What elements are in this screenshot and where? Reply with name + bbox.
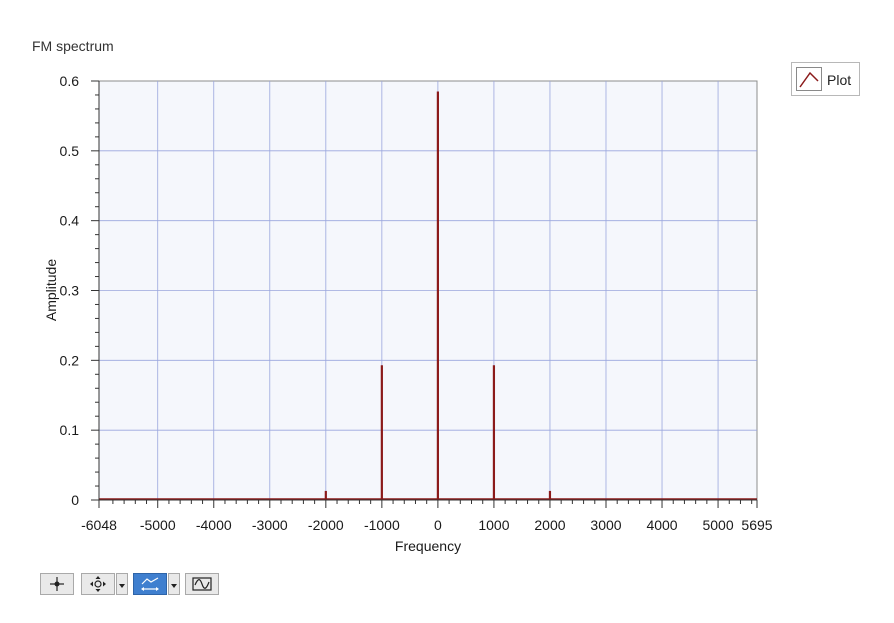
y-tick-label: 0.6 [60, 73, 80, 89]
x-tick-label: 0 [434, 517, 442, 533]
x-tick-label: -6048 [81, 517, 117, 533]
pan-move-icon [90, 576, 106, 592]
x-tick-label: 2000 [534, 517, 565, 533]
pan-tool-dropdown[interactable] [116, 573, 128, 595]
legend-plot-icon [796, 67, 822, 91]
zoom-icon [141, 577, 159, 591]
autoscale-wave-icon [192, 577, 212, 591]
x-tick-label: -2000 [308, 517, 344, 533]
y-tick-label: 0.4 [60, 213, 80, 229]
pan-tool-button[interactable] [81, 573, 115, 595]
x-tick-label: 5000 [702, 517, 733, 533]
y-axis-label: Amplitude [43, 259, 59, 321]
x-tick-label: 3000 [590, 517, 621, 533]
cursor-tool-button[interactable] [40, 573, 74, 595]
x-tick-label: -1000 [364, 517, 400, 533]
y-tick-label: 0.3 [60, 283, 80, 299]
chevron-down-icon [171, 584, 177, 588]
x-axis-label: Frequency [395, 538, 461, 554]
x-tick-label: 1000 [478, 517, 509, 533]
chevron-down-icon [119, 584, 125, 588]
crosshair-icon [50, 577, 64, 591]
axes: -6048 -5000 -4000 -3000 -2000 -1000 0 1000 2000 3… [60, 73, 773, 533]
zoom-tool-dropdown[interactable] [168, 573, 180, 595]
y-tick-label: 0 [71, 492, 79, 508]
chart-title: FM spectrum [32, 38, 114, 54]
legend[interactable]: Plot [791, 62, 860, 96]
x-tick-label: -3000 [252, 517, 288, 533]
series-plot [99, 91, 757, 500]
y-tick-label: 0.5 [60, 143, 80, 159]
x-tick-label: -5000 [140, 517, 176, 533]
legend-label: Plot [827, 72, 852, 88]
y-tick-label: 0.2 [60, 352, 80, 368]
y-tick-label: 0.1 [60, 422, 80, 438]
x-tick-label: -4000 [196, 517, 232, 533]
x-tick-label: 5695 [741, 517, 772, 533]
autoscale-tool-button[interactable] [185, 573, 219, 595]
zoom-tool-button[interactable] [133, 573, 167, 595]
x-tick-label: 4000 [646, 517, 677, 533]
